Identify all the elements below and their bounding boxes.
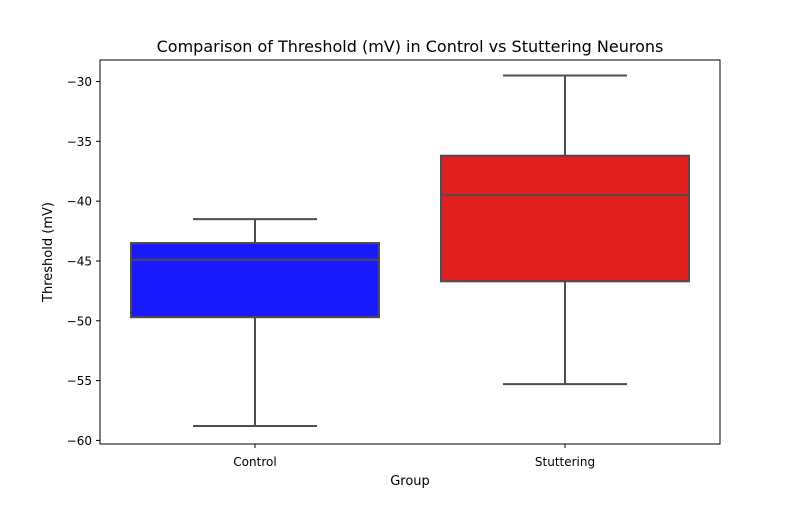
box-iqr — [130, 242, 380, 319]
box-stuttering — [440, 74, 690, 386]
box-iqr — [440, 154, 690, 283]
x-tick-label: Stuttering — [535, 455, 595, 469]
x-axis-label: Group — [390, 474, 430, 489]
y-tick-label: −50 — [67, 314, 92, 328]
y-tick-label: −45 — [67, 254, 92, 268]
y-tick-label: −40 — [67, 195, 92, 209]
plot-frame — [99, 59, 721, 445]
box-control — [130, 218, 380, 428]
axis-ticks: −60 −55 −50 −45 −40 −35 −30 Control Stuttering — [67, 75, 595, 469]
x-tick-label: Control — [233, 455, 276, 469]
box-series — [130, 74, 690, 428]
y-axis-label: Threshold (mV) — [41, 202, 56, 303]
y-tick-label: −35 — [67, 135, 92, 149]
y-tick-label: −30 — [67, 75, 92, 89]
y-tick-label: −60 — [67, 434, 92, 448]
y-tick-label: −55 — [67, 374, 92, 388]
chart-title: Comparison of Threshold (mV) in Control … — [157, 37, 664, 56]
